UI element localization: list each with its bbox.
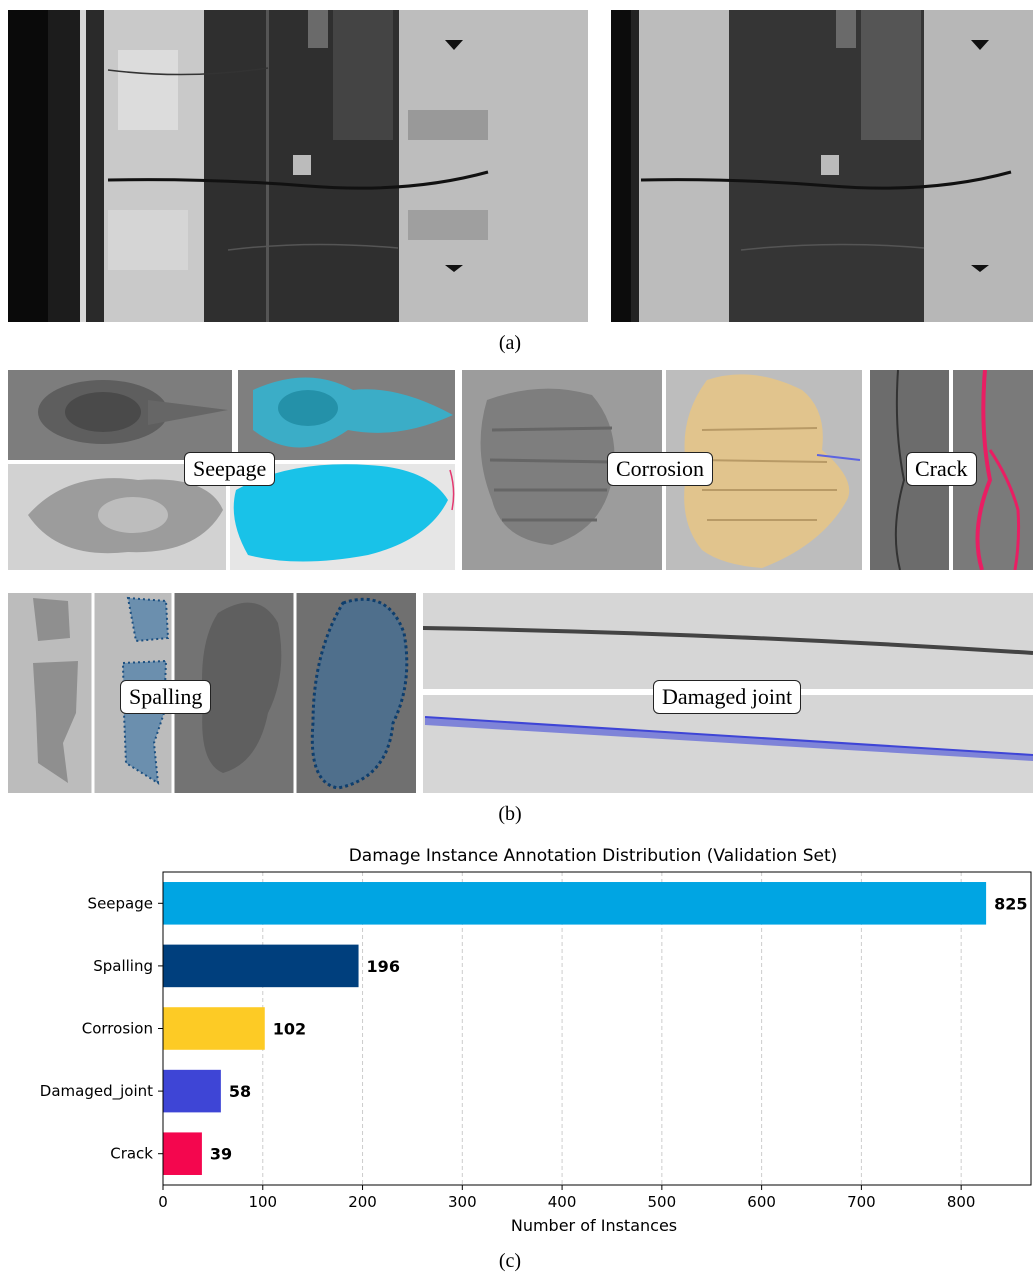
- x-tick-label: 400: [548, 1193, 577, 1211]
- chart-title: Damage Instance Annotation Distribution …: [349, 846, 838, 866]
- x-tick-label: 100: [248, 1193, 277, 1211]
- bar-spalling: [163, 944, 359, 988]
- bars: [163, 882, 987, 1175]
- y-tick-label: Crack: [110, 1145, 153, 1163]
- x-tick-label: 200: [348, 1193, 377, 1211]
- data-labels: 825 196 102 58 39: [210, 894, 1028, 1163]
- bar-damaged-joint: [163, 1069, 221, 1113]
- x-axis-label: Number of Instances: [511, 1216, 677, 1235]
- bar-crack: [163, 1132, 202, 1175]
- tunnel-image-right: [611, 10, 1033, 322]
- panel-c-caption: (c): [498, 1250, 522, 1272]
- y-tick-label: Spalling: [93, 957, 153, 975]
- data-label: 58: [229, 1082, 251, 1101]
- bar-corrosion: [163, 1007, 265, 1050]
- corrosion-examples: [462, 370, 862, 570]
- data-label: 825: [994, 894, 1027, 913]
- crack-label: Crack: [906, 452, 977, 486]
- y-tick-label: Seepage: [88, 894, 153, 912]
- plot-frame: [162, 871, 1032, 1186]
- x-tick-label: 700: [847, 1193, 876, 1211]
- seepage-label: Seepage: [184, 452, 276, 486]
- bar-seepage: [163, 882, 987, 925]
- x-tick-label: 800: [947, 1193, 976, 1211]
- y-tick-label: Damaged_joint: [40, 1082, 153, 1101]
- panel-a-caption: (a): [498, 332, 522, 354]
- x-tick-label: 300: [448, 1193, 477, 1211]
- spalling-examples: [8, 593, 416, 793]
- spalling-label: Spalling: [120, 680, 212, 714]
- y-tick-label: Corrosion: [82, 1020, 153, 1038]
- annotation-distribution-chart: Damage Instance Annotation Distribution …: [40, 846, 1032, 1235]
- panel-b-caption: (b): [498, 803, 522, 825]
- x-tick-labels: 0 100 200 300 400 500 600 700 800: [158, 1185, 975, 1211]
- data-label: 196: [367, 957, 400, 976]
- corrosion-label: Corrosion: [607, 452, 713, 486]
- damaged-joint-label: Damaged joint: [653, 680, 802, 714]
- data-label: 39: [210, 1145, 232, 1164]
- seepage-examples: [8, 370, 455, 570]
- x-tick-label: 0: [158, 1193, 168, 1211]
- y-tick-labels: Seepage Spalling Corrosion Damaged_joint Cra…: [40, 894, 163, 1163]
- x-tick-label: 600: [747, 1193, 776, 1211]
- tunnel-image-left: [8, 10, 588, 322]
- x-tick-label: 500: [648, 1193, 677, 1211]
- data-label: 102: [273, 1020, 306, 1039]
